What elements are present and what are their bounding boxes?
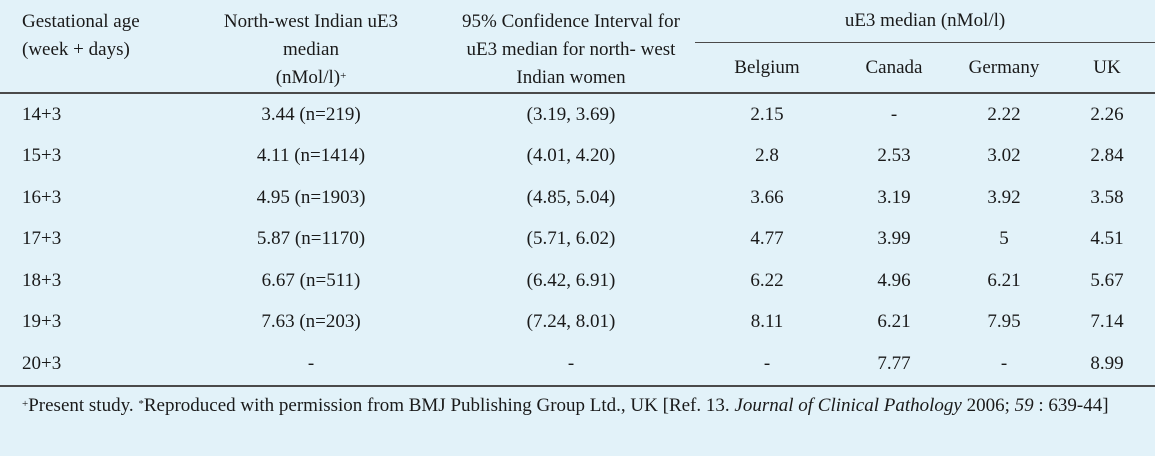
cell-ci: (4.01, 4.20) <box>526 145 616 167</box>
cell-age: 15+3 <box>22 145 62 167</box>
cell-belgium: 4.77 <box>750 228 784 250</box>
header-belgium-label: Belgium <box>734 56 800 78</box>
header-gestational-age: Gestational age (week + days) <box>0 0 175 94</box>
cell-uk: 4.51 <box>1090 228 1124 250</box>
cell-canada: 4.96 <box>877 269 911 291</box>
cell-belgium: 6.22 <box>750 269 784 291</box>
cell-ci: (6.42, 6.91) <box>526 269 616 291</box>
header-canada: Canada <box>839 42 949 95</box>
header-nw-median-unit: (nMol/l) <box>275 67 341 88</box>
cell-belgium: 3.66 <box>750 186 784 208</box>
cell-age: 18+3 <box>22 269 62 291</box>
header-group-ue3-median: uE3 median (nMol/l) <box>695 0 1155 44</box>
header-nw-median-line3: (nMol/l)+ <box>175 64 447 92</box>
cell-canada: - <box>890 103 898 125</box>
cell-uk: 2.84 <box>1090 145 1124 167</box>
table-row: 14+3 3.44 (n=219) (3.19, 3.69) 2.15 - 2.… <box>0 93 1155 136</box>
footnote-year: 2006; <box>961 395 1015 416</box>
cell-age: 20+3 <box>0 343 175 387</box>
header-row-1: Gestational age (week + days) North-west… <box>0 0 1155 94</box>
cell-ci: (7.24, 8.01) <box>526 311 616 333</box>
table-row: 16+3 4.95 (n=1903) (4.85, 5.04) 3.66 3.1… <box>0 177 1155 219</box>
cell-canada: 3.19 <box>877 186 911 208</box>
cell-uk: 3.58 <box>1090 186 1124 208</box>
table-row: 15+3 4.11 (n=1414) (4.01, 4.20) 2.8 2.53… <box>0 136 1155 178</box>
cell-uk: 5.67 <box>1090 269 1124 291</box>
cell-canada: 3.99 <box>877 228 911 250</box>
cell-belgium: 2.15 <box>750 103 784 125</box>
header-germany: Germany <box>949 42 1059 95</box>
cell-uk: 7.14 <box>1090 311 1124 333</box>
header-uk-label: UK <box>1093 56 1121 78</box>
cell-age: 16+3 <box>22 186 62 208</box>
header-belgium: Belgium <box>695 42 839 95</box>
cell-germany: 2.22 <box>987 103 1021 125</box>
header-row-2: Belgium Canada Germany UK <box>0 42 1155 95</box>
cell-age: 19+3 <box>22 311 62 333</box>
cell-median: 5.87 (n=1170) <box>256 228 366 250</box>
footnote-mark-present: + <box>22 398 29 410</box>
cell-median: 4.95 (n=1903) <box>256 186 366 208</box>
header-ci-line3: Indian women <box>516 67 626 88</box>
cell-median: 7.63 (n=203) <box>261 311 361 333</box>
cell-median: - <box>175 343 447 387</box>
header-confidence-interval: 95% Confidence Interval for uE3 median f… <box>447 0 695 94</box>
footnote-pages: : 639-44] <box>1033 395 1109 416</box>
header-gestational-age-line1: Gestational age <box>22 11 140 32</box>
header-ci-line2: uE3 median for north- west <box>466 39 676 60</box>
cell-age: 17+3 <box>22 228 62 250</box>
header-nw-median: North-west Indian uE3 median (nMol/l)+ <box>175 0 447 94</box>
present-study-mark: + <box>340 70 347 82</box>
cell-germany: 6.21 <box>987 269 1021 291</box>
cell-germany: 3.02 <box>987 145 1021 167</box>
header-canada-label: Canada <box>865 56 923 78</box>
cell-median: 3.44 (n=219) <box>261 103 361 125</box>
cell-median: 6.67 (n=511) <box>261 269 361 291</box>
cell-belgium: - <box>695 343 839 387</box>
data-table: Gestational age (week + days) North-west… <box>0 0 1155 387</box>
cell-belgium: 2.8 <box>755 145 779 167</box>
header-nw-median-line2: median <box>283 39 339 60</box>
header-germany-label: Germany <box>968 56 1040 78</box>
table-row: 20+3 - - - 7.77 - 8.99 <box>0 343 1155 387</box>
cell-germany: 7.95 <box>987 311 1021 333</box>
cell-uk: 2.26 <box>1090 103 1124 125</box>
cell-belgium: 8.11 <box>750 311 784 333</box>
header-nw-median-line1: North-west Indian uE3 <box>223 11 399 32</box>
table-row: 18+3 6.67 (n=511) (6.42, 6.91) 6.22 4.96… <box>0 260 1155 302</box>
header-uk: UK <box>1059 42 1155 95</box>
header-ci-line1: 95% Confidence Interval for <box>462 11 680 32</box>
footnote-journal: Journal of Clinical Pathology <box>734 395 962 416</box>
cell-germany: 3.92 <box>987 186 1021 208</box>
header-group-label: uE3 median (nMol/l) <box>844 10 1006 32</box>
footnote-mark-reproduced: * <box>138 398 144 410</box>
cell-ci: - <box>447 343 695 387</box>
table-footnote: +Present study. *Reproduced with permiss… <box>22 392 1142 420</box>
cell-ci: (5.71, 6.02) <box>526 228 616 250</box>
cell-age: 14+3 <box>22 103 62 125</box>
cell-canada: 2.53 <box>877 145 911 167</box>
header-gestational-age-line2: (week + days) <box>22 39 130 60</box>
cell-germany: 5 <box>999 228 1009 250</box>
cell-ci: (3.19, 3.69) <box>526 103 616 125</box>
footnote-reproduced: Reproduced with permission from BMJ Publ… <box>143 395 735 416</box>
cell-median: 4.11 (n=1414) <box>256 145 366 167</box>
cell-canada: 7.77 <box>839 343 949 387</box>
table-row: 17+3 5.87 (n=1170) (5.71, 6.02) 4.77 3.9… <box>0 219 1155 261</box>
footnote-volume: 59 <box>1014 395 1034 416</box>
cell-germany: - <box>949 343 1059 387</box>
cell-uk: 8.99 <box>1059 343 1155 387</box>
table-row: 19+3 7.63 (n=203) (7.24, 8.01) 8.11 6.21… <box>0 302 1155 344</box>
cell-canada: 6.21 <box>877 311 911 333</box>
cell-ci: (4.85, 5.04) <box>526 186 616 208</box>
footnote-present-study: Present study. <box>28 395 139 416</box>
